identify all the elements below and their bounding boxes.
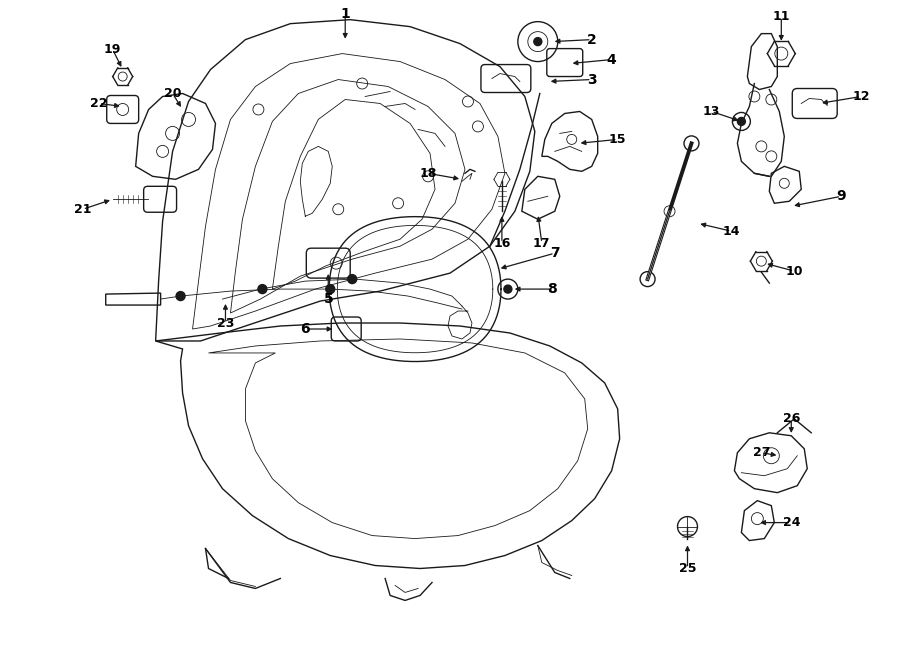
Text: 23: 23 — [217, 317, 234, 330]
Text: 12: 12 — [852, 90, 870, 103]
Text: 6: 6 — [301, 322, 310, 336]
Text: 3: 3 — [587, 73, 597, 87]
Text: 14: 14 — [723, 225, 740, 238]
Text: 11: 11 — [772, 10, 790, 23]
Text: 10: 10 — [786, 264, 803, 278]
Circle shape — [326, 285, 335, 293]
Text: 16: 16 — [493, 237, 510, 250]
Text: 5: 5 — [323, 292, 333, 306]
Text: 7: 7 — [550, 246, 560, 260]
Text: 17: 17 — [533, 237, 551, 250]
Text: 25: 25 — [679, 562, 697, 575]
Text: 8: 8 — [547, 282, 557, 296]
Text: 15: 15 — [609, 133, 626, 146]
Text: 22: 22 — [90, 97, 107, 110]
Circle shape — [737, 118, 745, 126]
Text: 20: 20 — [164, 87, 181, 100]
Text: 18: 18 — [419, 167, 436, 180]
Text: 24: 24 — [782, 516, 800, 529]
Text: 9: 9 — [836, 189, 846, 204]
Circle shape — [504, 285, 512, 293]
Circle shape — [534, 38, 542, 46]
Text: 27: 27 — [752, 446, 770, 459]
Circle shape — [347, 274, 356, 284]
Circle shape — [176, 292, 185, 301]
Circle shape — [258, 285, 267, 293]
Text: 4: 4 — [607, 53, 616, 67]
Text: 1: 1 — [340, 7, 350, 20]
Text: 21: 21 — [74, 203, 92, 215]
Text: 13: 13 — [703, 105, 720, 118]
Text: 26: 26 — [783, 412, 800, 425]
Text: 19: 19 — [104, 43, 122, 56]
Text: 2: 2 — [587, 32, 597, 47]
